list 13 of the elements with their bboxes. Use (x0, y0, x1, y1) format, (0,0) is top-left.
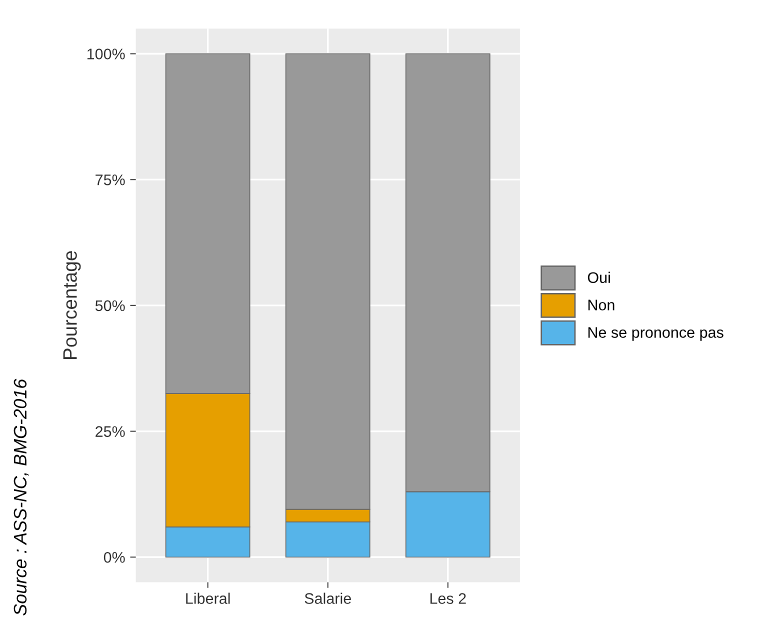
y-tick-label: 0% (104, 552, 125, 563)
x-tick-label: Salarie (304, 592, 351, 604)
legend-label: Oui (588, 272, 610, 284)
legend-label: Non (588, 300, 614, 310)
y-axis-title: Pourcentage (63, 251, 81, 359)
source-note: Source : ASS-NC, BMG-2016 (14, 378, 29, 616)
y-tick-label: 50% (95, 300, 125, 312)
y-tick-label: 100% (87, 48, 125, 60)
y-tick-label: 75% (96, 174, 125, 186)
legend-label: Ne se prononce pas (588, 327, 724, 341)
x-tick-label: Les 2 (430, 593, 466, 604)
x-tick-label: Liberal (186, 592, 230, 604)
y-tick-label: 25% (96, 426, 125, 437)
